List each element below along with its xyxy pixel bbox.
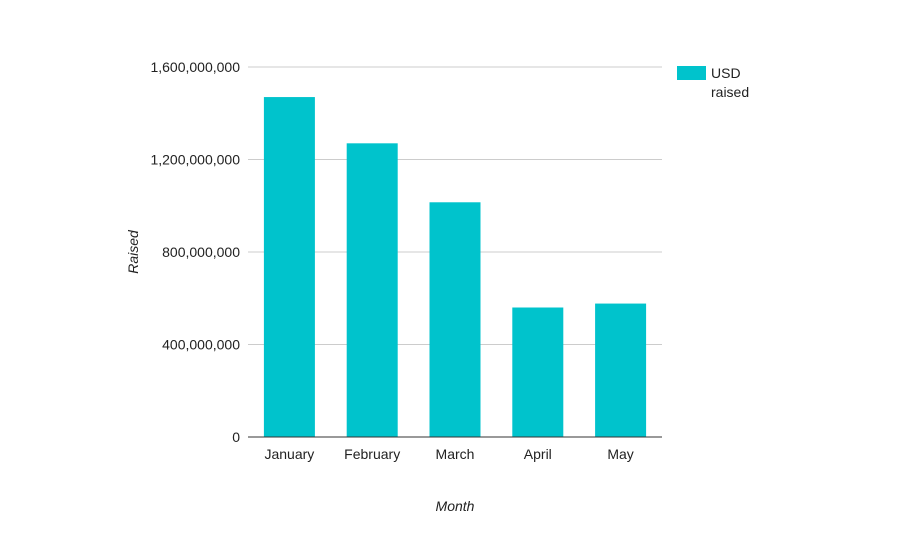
y-tick-label: 1,600,000,000 bbox=[150, 59, 240, 75]
legend: USD raised bbox=[677, 65, 749, 100]
x-axis-title: Month bbox=[436, 498, 475, 514]
legend-swatch bbox=[677, 66, 706, 80]
bar-march[interactable] bbox=[429, 202, 481, 437]
y-tick-label: 400,000,000 bbox=[162, 337, 240, 353]
y-axis-title: Raised bbox=[125, 229, 141, 274]
bars bbox=[263, 97, 647, 438]
x-tick-label: April bbox=[524, 446, 552, 462]
x-tick-label: February bbox=[344, 446, 400, 462]
y-tick-label: 0 bbox=[232, 429, 240, 445]
x-tick-label: March bbox=[436, 446, 475, 462]
y-tick-label: 800,000,000 bbox=[162, 244, 240, 260]
bar-february[interactable] bbox=[346, 143, 398, 437]
y-tick-label: 1,200,000,000 bbox=[150, 152, 240, 168]
y-axis-tick-labels: 0 400,000,000 800,000,000 1,200,000,000 1,60… bbox=[150, 59, 240, 445]
legend-label-line-1: USD bbox=[711, 65, 741, 81]
x-tick-label: May bbox=[607, 446, 633, 462]
x-tick-label: January bbox=[264, 446, 314, 462]
bar-april[interactable] bbox=[512, 307, 564, 438]
bar-may[interactable] bbox=[595, 303, 647, 437]
bar-january[interactable] bbox=[263, 97, 315, 437]
x-axis-tick-labels: January February March April May bbox=[264, 446, 633, 462]
legend-label-line-2: raised bbox=[711, 84, 749, 100]
